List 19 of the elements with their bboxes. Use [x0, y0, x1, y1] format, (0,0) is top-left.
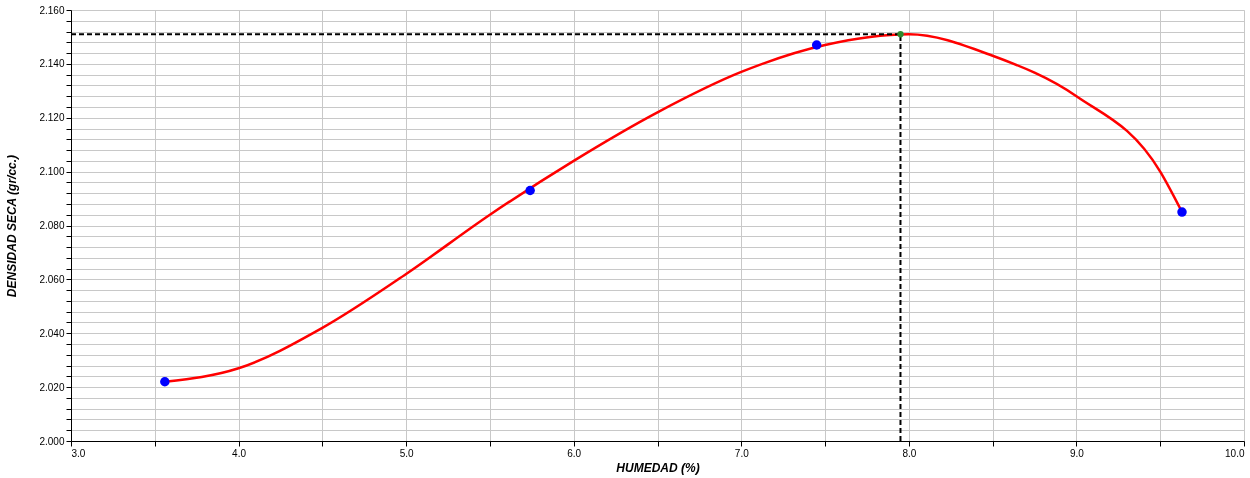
x-tick-label: 6.0	[567, 447, 582, 459]
y-tick-label: 2.100	[39, 166, 65, 178]
y-axis-title: DENSIDAD SECA (gr/cc.)	[5, 154, 20, 298]
x-tick-label: 4.0	[232, 447, 247, 459]
x-axis-title: HUMEDAD (%)	[616, 460, 700, 475]
y-tick-label: 2.040	[39, 327, 65, 339]
x-tick-label: 7.0	[734, 447, 750, 459]
y-tick-label: 2.140	[39, 58, 65, 70]
y-tick-label: 2.080	[39, 220, 65, 231]
x-tick-label: 10.0	[1225, 447, 1245, 459]
y-tick-label: 2.060	[39, 273, 65, 285]
y-tick-label: 2.120	[39, 112, 65, 124]
x-tick-label: 9.0	[1069, 447, 1085, 459]
x-tick-label: 3.0	[71, 447, 86, 459]
y-tick-label: 2.160	[39, 4, 65, 16]
x-tick-label: 8.0	[902, 447, 917, 459]
y-tick-label: 2.020	[39, 381, 65, 393]
y-tick-label: 2.000	[39, 435, 65, 447]
x-tick-label: 5.0	[399, 447, 415, 459]
